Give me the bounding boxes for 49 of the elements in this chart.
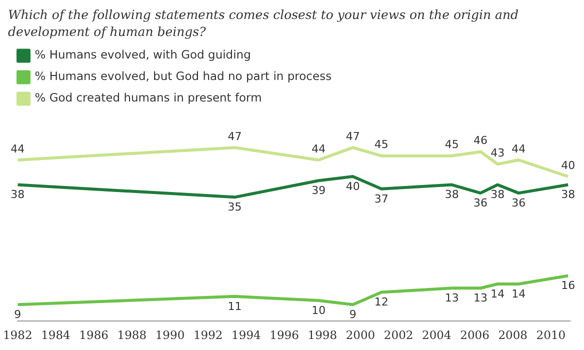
data-label: 9 — [349, 308, 356, 322]
data-label: 40 — [561, 158, 576, 172]
x-tick-label: 1988 — [117, 328, 147, 342]
x-tick-label: 2010 — [536, 328, 566, 342]
x-tick-label: 2004 — [422, 328, 452, 342]
data-label: 37 — [374, 192, 388, 206]
data-label: 44 — [512, 142, 526, 156]
x-tick-label: 1982 — [2, 328, 32, 342]
x-tick-label: 2006 — [460, 328, 490, 342]
data-label: 35 — [228, 200, 242, 214]
x-tick-label: 2002 — [384, 328, 414, 342]
x-tick-label: 1996 — [270, 328, 299, 342]
x-tick-label: 1984 — [41, 328, 70, 342]
data-label: 43 — [490, 146, 505, 160]
legend-label: % God created humans in present form — [34, 90, 262, 105]
x-tick-label: 1990 — [155, 328, 185, 342]
data-label: 11 — [228, 300, 242, 313]
legend-label: % Humans evolved, with God guiding — [34, 48, 251, 62]
data-label: 40 — [346, 180, 360, 193]
x-tick-label: 2008 — [498, 328, 528, 342]
data-label: 44 — [312, 142, 326, 156]
data-label: 46 — [473, 134, 488, 148]
data-label: 45 — [374, 138, 388, 152]
x-tick-label: 1994 — [232, 328, 261, 342]
legend-label: % Humans evolved, but God had no part in process — [34, 69, 332, 84]
data-label: 39 — [312, 184, 326, 198]
data-label: 47 — [346, 130, 360, 143]
data-label: 36 — [512, 196, 526, 210]
data-label: 36 — [473, 196, 488, 210]
x-tick-label: 1986 — [79, 328, 108, 342]
data-label: 14 — [490, 287, 505, 300]
data-label: 13 — [473, 291, 488, 304]
data-label: 16 — [561, 279, 576, 292]
data-label: 44 — [10, 142, 25, 156]
data-label: 38 — [490, 188, 505, 202]
data-label: 38 — [561, 188, 576, 202]
data-label: 38 — [10, 188, 25, 202]
data-label: 12 — [374, 296, 388, 309]
data-label: 14 — [512, 287, 526, 300]
x-tick-label: 1992 — [193, 328, 223, 342]
data-label: 9 — [14, 308, 22, 322]
x-tick-label: 2000 — [346, 328, 376, 342]
data-label: 10 — [312, 304, 326, 317]
data-label: 13 — [444, 291, 459, 304]
data-label: 45 — [444, 138, 459, 152]
data-label: 47 — [228, 130, 242, 143]
x-tick-label: 1998 — [308, 328, 338, 342]
chart-title: Which of the following statements comes closest to your views on the origin and development of human beings? — [7, 6, 520, 40]
data-label: 38 — [444, 188, 459, 202]
